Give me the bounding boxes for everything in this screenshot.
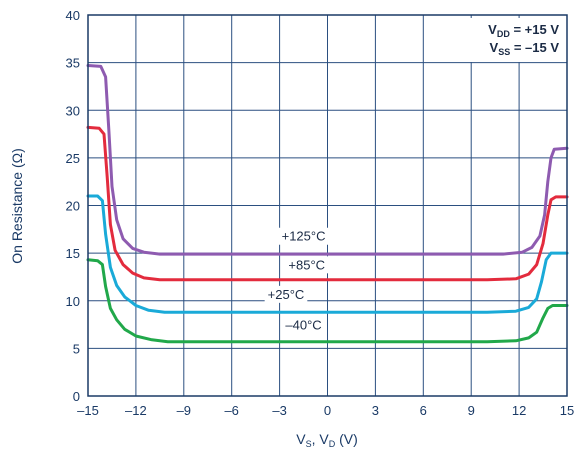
series-labels: +125°C +85°C +25°C –40°C: [264, 227, 329, 334]
x-tick-label: –15: [77, 403, 99, 418]
y-tick-labels: 0 5 10 15 20 25 30 35 40: [66, 8, 80, 404]
y-tick-label: 20: [66, 199, 80, 214]
series-line: [86, 258, 569, 344]
x-tick-labels: –15 –12 –9 –6 –3 0 3 6 9 12 15: [77, 403, 574, 418]
y-tick-label: 30: [66, 103, 80, 118]
x-tick-label: 6: [420, 403, 427, 418]
x-axis-title: VS, VD (V): [296, 431, 358, 449]
y-tick-label: 40: [66, 8, 80, 23]
series-label-background: [264, 285, 308, 303]
grid: [88, 15, 567, 396]
series-label-background: [278, 227, 329, 245]
series-line: [86, 64, 569, 256]
plot-frame: [87, 14, 568, 397]
series-label: +85°C: [288, 257, 325, 272]
series-label: +25°C: [268, 287, 305, 302]
annotation-vss: VSS = –15 V: [490, 40, 560, 57]
x-tick-label: –3: [272, 403, 286, 418]
x-tick-label: 15: [560, 403, 574, 418]
series-label: +125°C: [282, 229, 326, 244]
x-tick-label: 0: [324, 403, 331, 418]
annotation-box: [442, 18, 562, 62]
y-tick-label: 0: [73, 389, 80, 404]
x-tick-label: 3: [372, 403, 379, 418]
y-tick-label: 5: [73, 341, 80, 356]
series-curves: [86, 64, 569, 344]
y-tick-label: 10: [66, 294, 80, 309]
series-label: –40°C: [285, 317, 321, 332]
series-label-background: [285, 256, 329, 274]
y-axis-title: On Resistance (Ω): [9, 148, 25, 264]
series-line: [86, 194, 569, 314]
annotation-vdd: VDD = +15 V: [488, 22, 559, 39]
x-tick-label: 12: [512, 403, 526, 418]
x-tick-label: –6: [224, 403, 238, 418]
x-tick-label: –12: [125, 403, 147, 418]
y-tick-label: 35: [66, 56, 80, 71]
y-tick-label: 15: [66, 246, 80, 261]
series-label-background: [282, 316, 325, 334]
x-tick-label: –9: [177, 403, 191, 418]
x-tick-label: 9: [468, 403, 475, 418]
series-line: [86, 125, 569, 282]
y-tick-label: 25: [66, 151, 80, 166]
